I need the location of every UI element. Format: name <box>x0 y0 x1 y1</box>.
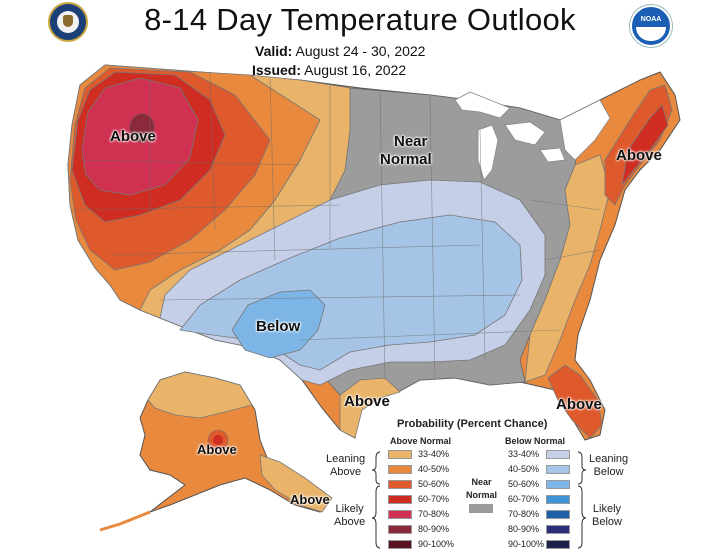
legend-title: Probability (Percent Chance) <box>397 418 548 430</box>
west-80-core <box>129 113 155 143</box>
canada-gap <box>559 99 611 161</box>
below-swatch-4 <box>546 510 570 519</box>
below-swatch-0 <box>546 450 570 459</box>
map-label-near-2: Normal <box>380 151 432 168</box>
above-range-5: 80-90% <box>418 524 450 534</box>
map-label-near-1: Near <box>394 133 428 150</box>
issued-date: August 16, 2022 <box>304 62 407 78</box>
below-swatch-1 <box>546 465 570 474</box>
above-range-4: 70-80% <box>418 509 450 519</box>
map-label-above-west: Above <box>110 128 156 145</box>
above-swatch-5 <box>388 525 412 534</box>
map-label-below-southwest: Below <box>256 318 301 335</box>
above-swatch-6 <box>388 540 412 549</box>
below-range-5: 80-90% <box>508 524 540 534</box>
near-line1: Near <box>471 477 492 487</box>
below-swatch-5 <box>546 525 570 534</box>
above-range-6: 90-100% <box>418 539 455 549</box>
likely-above-line1: Likely <box>335 503 364 515</box>
page-title: 8-14 Day Temperature Outlook <box>144 2 576 37</box>
map-label-above-northeast: Above <box>616 147 662 164</box>
below-swatch-2 <box>546 480 570 489</box>
valid-label: Valid: <box>255 43 293 59</box>
below-range-6: 90-100% <box>508 539 545 549</box>
legend-likely-below: Likely Below <box>592 503 622 529</box>
legend-leaning-below: Leaning Below <box>589 453 628 479</box>
above-range-0: 33-40% <box>418 449 450 459</box>
map-label-above-texas: Above <box>344 393 390 410</box>
legend-below-header: Below Normal <box>505 436 566 446</box>
alaska-60-core <box>213 435 223 445</box>
above-swatch-1 <box>388 465 412 474</box>
below-range-2: 50-60% <box>508 479 540 489</box>
legend-near-normal: Near Normal <box>466 476 497 502</box>
aleutian-islands <box>99 510 151 532</box>
below-range-3: 60-70% <box>508 494 540 504</box>
legend-leaning-above: Leaning Above <box>326 453 365 479</box>
leaning-below-line2: Below <box>593 466 624 478</box>
issued-label: Issued: <box>252 62 302 78</box>
legend-above-header: Above Normal <box>390 436 452 446</box>
valid-line: Valid: August 24 - 30, 2022 <box>255 43 425 59</box>
alaska-southeast-leaning <box>259 454 333 513</box>
above-swatch-0 <box>388 450 412 459</box>
above-swatch-4 <box>388 510 412 519</box>
northeast-60-region <box>621 104 669 186</box>
above-swatch-2 <box>388 480 412 489</box>
state-lines <box>71 71 601 381</box>
leaning-above-line1: Leaning <box>326 453 366 465</box>
leaning-above-line2: Above <box>329 466 362 478</box>
near-line2: Normal <box>466 490 498 500</box>
above-range-1: 40-50% <box>418 464 450 474</box>
commerce-seal-icon <box>48 2 88 42</box>
below-swatch-3 <box>546 495 570 504</box>
below-range-1: 40-50% <box>508 464 540 474</box>
below-range-4: 70-80% <box>508 509 540 519</box>
below-swatch-6 <box>546 540 570 549</box>
above-range-3: 60-70% <box>418 494 450 504</box>
below-range-0: 33-40% <box>508 449 540 459</box>
likely-below-line1: Likely <box>592 503 622 515</box>
florida-50-region <box>547 364 603 439</box>
alaska-north-leaning <box>147 371 253 419</box>
map-label-above-florida: Above <box>556 396 602 413</box>
likely-below-line2: Below <box>592 516 622 528</box>
map-label-above-alaska: Above <box>197 442 237 457</box>
leaning-below-line1: Leaning <box>589 453 629 465</box>
map-label-above-alaska-se: Above <box>290 492 330 507</box>
great-lakes <box>454 91 566 181</box>
east-leaning-above-band <box>524 154 611 383</box>
legend-near-swatch <box>469 504 493 513</box>
issued-line: Issued: August 16, 2022 <box>252 62 406 78</box>
legend-likely-above: Likely Above <box>334 503 365 529</box>
likely-above-line2: Above <box>334 516 366 528</box>
texas-leaning-above <box>339 377 401 439</box>
above-range-2: 50-60% <box>418 479 450 489</box>
noaa-logo-icon: NOAA <box>630 5 672 47</box>
valid-dates: August 24 - 30, 2022 <box>295 43 426 59</box>
above-swatch-3 <box>388 495 412 504</box>
